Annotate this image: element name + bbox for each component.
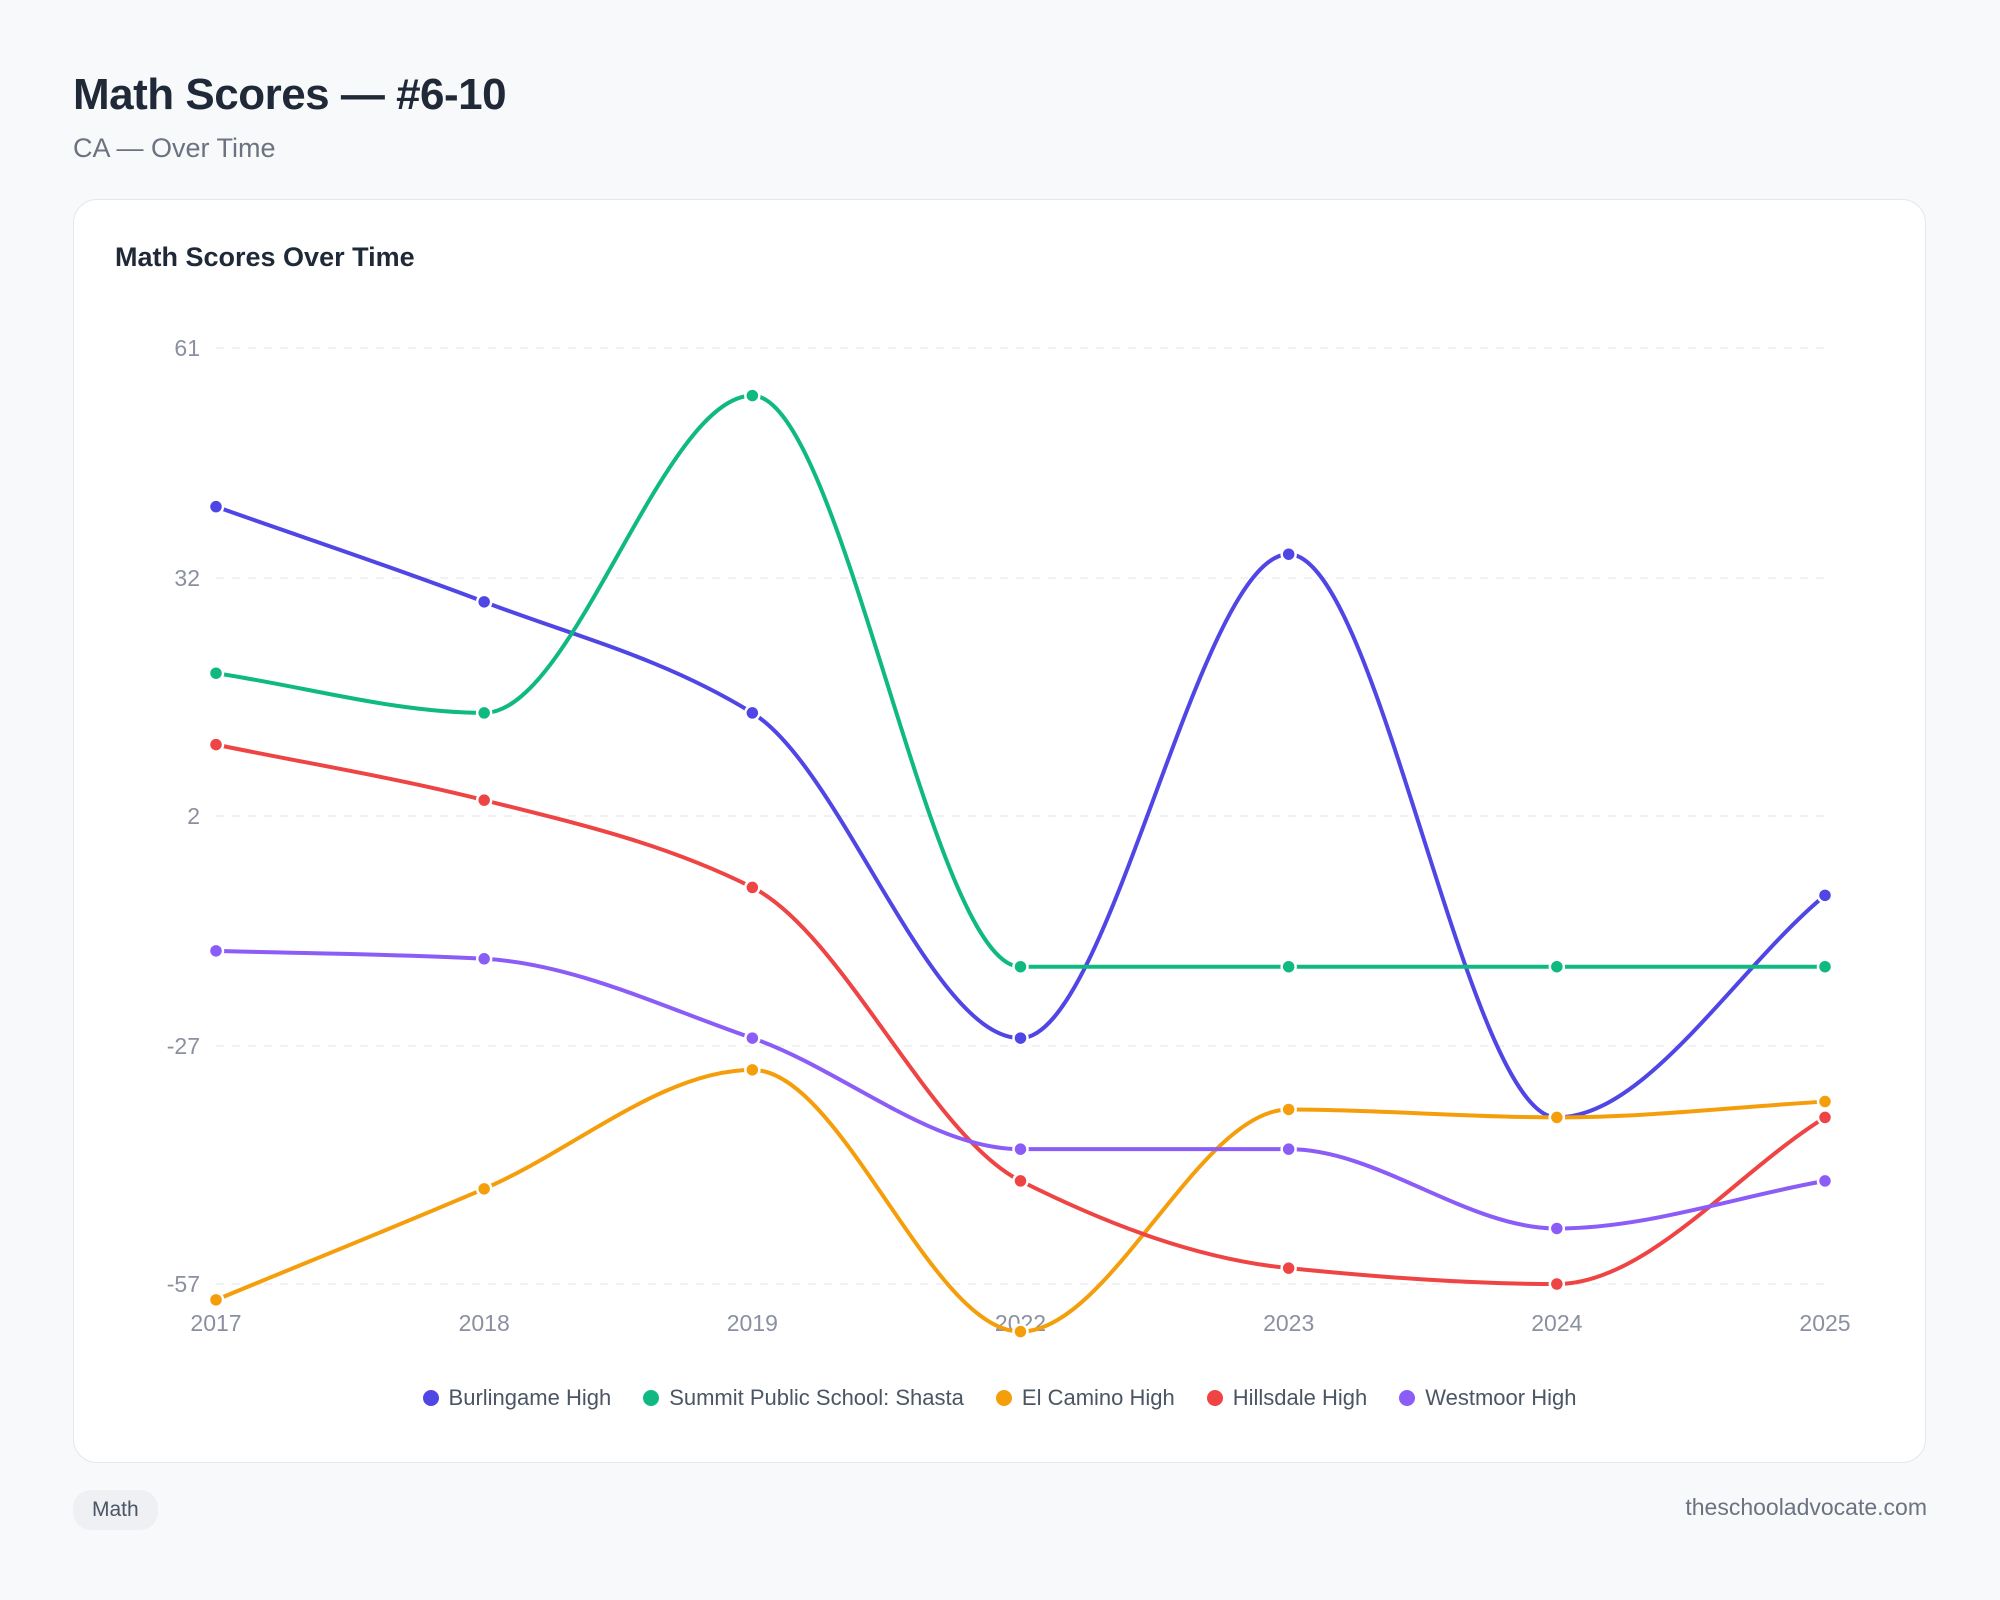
data-point — [1548, 958, 1566, 975]
legend-dot-icon — [1206, 1390, 1223, 1406]
chart-title: Math Scores Over Time — [115, 242, 415, 272]
legend-dot-icon — [1399, 1390, 1416, 1406]
y-tick-label: -57 — [167, 1271, 200, 1297]
series-line — [214, 504, 1827, 1120]
data-point — [744, 704, 761, 722]
x-tick-label: 2023 — [1263, 1310, 1314, 1336]
data-point — [1012, 1323, 1029, 1340]
series-line — [214, 742, 1827, 1286]
data-point — [1012, 958, 1029, 975]
chart-card: Math Scores Over Time 61 32 2 -27 -57 2017 20… — [73, 199, 1926, 1463]
data-point — [207, 942, 225, 960]
data-point — [475, 1180, 493, 1198]
legend-dot-icon — [995, 1390, 1012, 1406]
series-lines — [214, 393, 1827, 1334]
data-point — [207, 736, 225, 753]
legend-label: Westmoor High — [1425, 1385, 1577, 1410]
series-points — [207, 387, 1834, 1340]
page-subtitle: CA — Over Time — [73, 133, 276, 163]
data-point — [475, 950, 493, 968]
data-point — [1280, 958, 1297, 975]
data-point — [1280, 1101, 1297, 1118]
data-point — [207, 1291, 225, 1309]
y-tick-label: 32 — [174, 565, 200, 591]
data-point — [207, 498, 225, 515]
data-point — [1012, 1029, 1029, 1047]
data-point — [1816, 887, 1834, 904]
x-tick-label: 2024 — [1531, 1310, 1582, 1336]
data-point — [1012, 1172, 1029, 1190]
data-point — [1816, 1109, 1834, 1126]
data-point — [1816, 958, 1834, 975]
legend-label: El Camino High — [1021, 1385, 1175, 1410]
series-line — [214, 1067, 1827, 1334]
data-point — [1816, 1093, 1834, 1110]
y-tick-label: 61 — [174, 335, 200, 361]
legend-item[interactable]: Hillsdale High — [1206, 1385, 1368, 1411]
y-tick-label: -27 — [167, 1033, 200, 1059]
x-axis-ticks: 2017 2018 2019 2022 2023 2024 2025 — [190, 1310, 1850, 1336]
legend-item[interactable]: El Camino High — [995, 1385, 1175, 1411]
data-point — [744, 1061, 761, 1079]
data-point — [744, 879, 761, 896]
data-point — [1548, 1109, 1566, 1126]
x-tick-label: 2019 — [727, 1310, 778, 1336]
data-point — [1280, 1259, 1297, 1277]
x-tick-label: 2025 — [1799, 1310, 1850, 1336]
data-point — [207, 664, 225, 682]
chart-legend: Burlingame High Summit Public School: Sha… — [74, 1385, 1925, 1411]
data-point — [1280, 1140, 1297, 1158]
data-point — [475, 593, 493, 611]
data-point — [475, 704, 493, 722]
data-point — [744, 1029, 761, 1047]
subject-tag[interactable]: Math — [73, 1490, 158, 1530]
data-point — [1548, 1275, 1566, 1293]
data-point — [1548, 1220, 1566, 1237]
source-link[interactable]: theschooladvocate.com — [1685, 1494, 1927, 1520]
x-tick-label: 2018 — [459, 1310, 510, 1336]
legend-label: Burlingame High — [448, 1385, 612, 1410]
data-point — [1280, 545, 1297, 563]
series-line — [214, 393, 1827, 969]
data-point — [1012, 1140, 1029, 1158]
data-point — [475, 791, 493, 809]
legend-dot-icon — [643, 1390, 660, 1406]
legend-item[interactable]: Burlingame High — [422, 1385, 612, 1411]
data-point — [1816, 1172, 1834, 1190]
legend-item[interactable]: Westmoor High — [1399, 1385, 1576, 1411]
x-tick-label: 2017 — [190, 1310, 241, 1336]
y-axis-ticks: 61 32 2 -27 -57 — [167, 335, 200, 1297]
legend-item[interactable]: Summit Public School: Shasta — [643, 1385, 964, 1411]
legend-label: Summit Public School: Shasta — [669, 1385, 964, 1410]
y-tick-label: 2 — [187, 803, 200, 829]
legend-label: Hillsdale High — [1232, 1385, 1368, 1410]
data-point — [744, 387, 761, 404]
page-title: Math Scores — #6-10 — [73, 70, 507, 119]
legend-dot-icon — [422, 1390, 439, 1406]
